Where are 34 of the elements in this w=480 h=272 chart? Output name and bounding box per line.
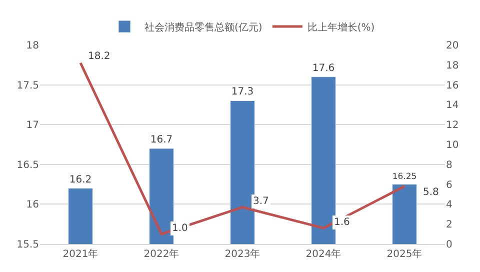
x-tick-label: 2023年: [224, 248, 260, 260]
y-tick-label: 16: [26, 200, 39, 211]
data-label: 16.25: [392, 170, 417, 181]
legend-label: 社会消费品零售总额(亿元): [144, 21, 262, 34]
data-label: 1.0: [172, 223, 188, 234]
y-tick-label: 17.5: [16, 80, 39, 92]
y2-tick-label: 8: [446, 160, 452, 171]
data-label: 3.7: [253, 196, 269, 207]
x-tick-label: 2022年: [144, 248, 180, 260]
y2-tick-label: 18: [446, 60, 459, 72]
data-label: 5.8: [423, 187, 439, 198]
y2-tick-label: 14: [446, 100, 459, 112]
legend-label: 比上年增长(%): [307, 21, 375, 34]
y2-tick-label: 20: [446, 40, 459, 52]
data-label: 1.6: [334, 217, 350, 228]
y-tick-label: 15.5: [16, 240, 39, 250]
y-tick-label: 16.5: [16, 160, 39, 171]
data-label: 18.2: [88, 51, 110, 62]
y2-tick-label: 4: [446, 200, 452, 211]
y2-tick-label: 12: [446, 120, 459, 132]
x-tick-label: 2025年: [386, 248, 422, 260]
y2-tick-label: 10: [446, 140, 459, 151]
x-tick-label: 2024年: [306, 248, 342, 260]
data-label: 17.6: [312, 62, 335, 74]
y2-tick-label: 0: [446, 240, 452, 250]
y2-tick-label: 6: [446, 180, 452, 191]
x-tick-label: 2021年: [62, 248, 98, 260]
y-tick-label: 17: [26, 120, 39, 132]
data-label: 17.3: [231, 86, 254, 98]
data-label: 16.2: [69, 174, 92, 186]
y-tick-label: 18: [26, 40, 39, 52]
y2-tick-label: 2: [446, 220, 452, 231]
y2-tick-label: 16: [446, 80, 459, 92]
data-label: 16.7: [150, 134, 173, 146]
